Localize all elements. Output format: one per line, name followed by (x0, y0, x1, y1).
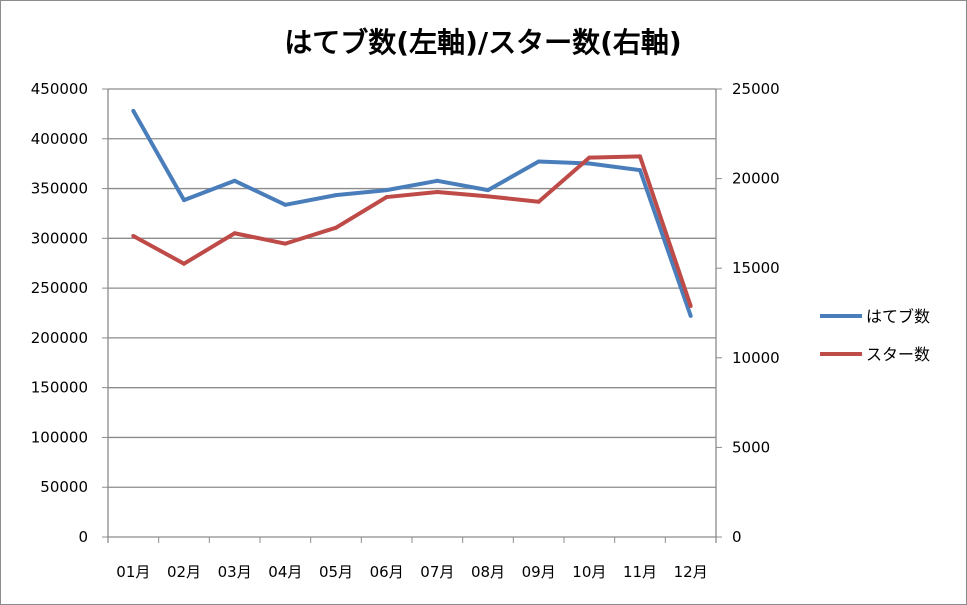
data-point (232, 231, 237, 236)
data-point (486, 188, 490, 193)
left-axis-tick-label: 400000 (31, 130, 88, 148)
data-point (182, 261, 186, 266)
x-axis-tick-label: 09月 (522, 563, 556, 581)
left-axis-tick-label: 450000 (31, 80, 88, 98)
data-point (638, 154, 642, 159)
data-point (587, 161, 592, 166)
data-point (536, 159, 541, 164)
left-axis-tick-label: 350000 (31, 180, 88, 198)
x-axis-tick-label: 01月 (116, 563, 150, 581)
x-axis-tick-label: 05月 (319, 563, 353, 581)
left-axis-tick-label: 150000 (31, 379, 88, 397)
left-axis-tick-label: 100000 (31, 428, 88, 446)
data-point (435, 190, 440, 195)
data-point (334, 225, 338, 230)
series-line-2 (132, 154, 693, 307)
x-axis-tick-label: 10月 (572, 563, 606, 581)
right-axis-tick-label: 10000 (732, 349, 780, 367)
x-axis-tick-label: 11月 (623, 563, 657, 581)
data-point (283, 202, 288, 207)
data-point (384, 195, 389, 200)
x-axis-tick-label: 08月 (471, 563, 505, 581)
data-point (486, 194, 490, 199)
x-axis-tick-label: 12月 (674, 563, 708, 581)
right-axis-tick-label: 0 (732, 528, 742, 546)
data-point (182, 198, 186, 203)
right-axis-tick-label: 15000 (732, 259, 780, 277)
data-point (688, 313, 693, 318)
data-point (536, 199, 541, 204)
data-point (131, 233, 136, 238)
left-axis-tick-label: 300000 (31, 229, 88, 247)
data-point (638, 168, 642, 173)
x-axis-tick-label: 03月 (218, 563, 252, 581)
left-axis-tick-label: 200000 (31, 329, 88, 347)
left-axis-tick-label: 50000 (40, 478, 88, 496)
x-axis-tick-label: 04月 (268, 563, 302, 581)
data-point (131, 108, 136, 113)
data-point (688, 304, 693, 309)
left-axis-tick-label: 250000 (31, 279, 88, 297)
x-axis-tick-label: 06月 (370, 563, 404, 581)
data-point (435, 178, 440, 183)
right-axis-tick-label: 25000 (732, 80, 780, 98)
right-axis-tick-label: 20000 (732, 170, 780, 188)
legend-label: スター数 (866, 345, 930, 364)
left-axis-tick-label: 0 (78, 528, 88, 546)
data-point (283, 241, 288, 246)
data-point (334, 193, 338, 198)
data-point (384, 188, 389, 193)
right-axis-tick-label: 5000 (732, 438, 770, 456)
data-point (232, 178, 237, 183)
x-axis-tick-label: 07月 (420, 563, 454, 581)
data-point (587, 155, 592, 160)
x-axis-tick-label: 02月 (167, 563, 201, 581)
chart-title: はてブ数(左軸)/スター数(右軸) (284, 26, 681, 59)
series-line-1 (131, 109, 693, 317)
legend-label: はてブ数 (866, 307, 930, 326)
